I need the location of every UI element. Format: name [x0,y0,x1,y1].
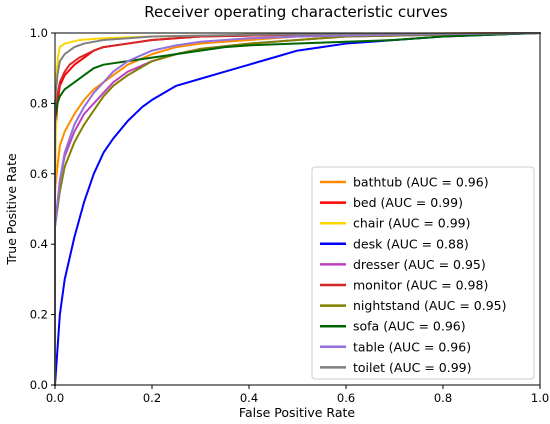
legend-label: desk (AUC = 0.88) [353,236,469,251]
roc-curve-5 [54,32,541,386]
x-axis-label: False Positive Rate [239,405,355,420]
x-tick-label: 0.8 [434,391,452,405]
x-tick-label: 0.0 [46,391,64,405]
legend-label: bed (AUC = 0.99) [353,195,463,210]
roc-curve-6 [54,32,541,386]
y-tick-label: 0.4 [30,237,48,251]
legend-box [311,166,535,380]
x-tick-label: 0.6 [337,391,355,405]
y-axis-ticks: 0.0 0.2 0.4 0.6 0.8 1.0 [30,26,55,392]
roc-curve-7 [54,32,541,386]
x-tick-label: 0.2 [143,391,161,405]
legend: bathtub (AUC = 0.96) bed (AUC = 0.99) chai… [311,166,535,380]
y-axis-label: True Positive Rate [4,153,19,266]
y-tick-label: 0.8 [30,96,48,110]
x-tick-label: 1.0 [531,391,549,405]
y-tick-label: 1.0 [30,26,48,40]
chart-title: Receiver operating characteristic curves [144,3,448,21]
y-tick-label: 0.6 [30,167,48,181]
legend-label: nightstand (AUC = 0.95) [353,298,507,313]
plot-area [54,32,541,386]
roc-curve-3 [54,32,541,386]
roc-curve-9 [54,32,541,386]
plot-frame [54,32,541,386]
x-tick-label: 0.4 [240,391,258,405]
legend-label: monitor (AUC = 0.98) [353,278,488,293]
y-tick-label: 0.0 [30,378,48,392]
y-tick-label: 0.2 [30,308,48,322]
legend-label: bathtub (AUC = 0.96) [353,175,489,190]
legend-label: sofa (AUC = 0.96) [353,319,466,334]
legend-label: table (AUC = 0.96) [353,339,471,354]
legend-label: toilet (AUC = 0.99) [353,360,472,375]
legend-label: chair (AUC = 0.99) [353,216,470,231]
roc-curve-8 [54,32,541,386]
x-axis-ticks: 0.0 0.2 0.4 0.6 0.8 1.0 [46,385,549,405]
legend-label: dresser (AUC = 0.95) [353,257,486,272]
